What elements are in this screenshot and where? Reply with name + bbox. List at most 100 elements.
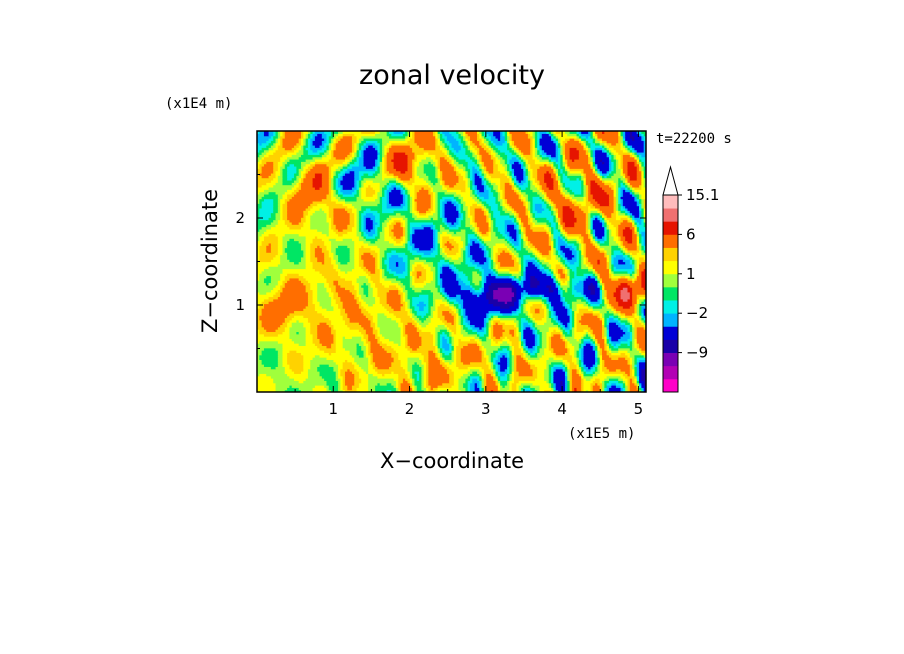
heatmap-cell: [379, 336, 385, 340]
heatmap-cell: [331, 352, 351, 356]
heatmap-cell: [500, 352, 508, 356]
heatmap-cell: [312, 289, 318, 293]
heatmap-cell: [305, 217, 311, 221]
heatmap-cell: [599, 261, 608, 265]
heatmap-cell: [613, 224, 619, 228]
heatmap-cell: [409, 235, 413, 239]
heatmap-cell: [567, 273, 571, 277]
heatmap-cell: [428, 378, 450, 381]
heatmap-cell: [592, 219, 601, 223]
heatmap-cell: [592, 389, 601, 392]
heatmap-cell: [592, 217, 596, 221]
heatmap-cell: [321, 375, 337, 379]
heatmap-cell: [340, 284, 355, 288]
heatmap-cell: [560, 282, 568, 286]
heatmap-cell: [451, 361, 457, 365]
heatmap-cell: [599, 378, 605, 381]
heatmap-cell: [395, 240, 402, 244]
heatmap-cell: [430, 331, 436, 335]
heatmap-cell: [606, 301, 610, 305]
heatmap-cell: [553, 382, 557, 386]
heatmap-cell: [426, 382, 429, 386]
heatmap-cell: [632, 359, 636, 363]
heatmap-cell: [365, 226, 374, 230]
heatmap-cell: [361, 336, 365, 340]
heatmap-cell: [402, 380, 409, 384]
heatmap-cell: [634, 317, 638, 321]
heatmap-cell: [363, 343, 369, 346]
heatmap-cell: [585, 275, 589, 279]
heatmap-cell: [632, 219, 636, 223]
heatmap-cell: [326, 287, 332, 291]
heatmap-cell: [338, 380, 341, 384]
heatmap-cell: [571, 268, 578, 272]
heatmap-cell: [618, 345, 633, 349]
heatmap-cell: [509, 268, 520, 272]
heatmap-cell: [518, 387, 522, 391]
heatmap-cell: [303, 315, 325, 319]
heatmap-cell: [634, 336, 638, 340]
heatmap-cell: [368, 280, 374, 284]
heatmap-cell: [377, 263, 381, 267]
heatmap-cell: [416, 263, 422, 267]
heatmap-cell: [426, 389, 429, 392]
heatmap-cell: [602, 298, 605, 302]
heatmap-cell: [553, 364, 564, 367]
heatmap-cell: [333, 338, 337, 342]
heatmap-cell: [474, 224, 478, 228]
heatmap-cell: [495, 231, 501, 235]
heatmap-cell: [639, 378, 642, 381]
heatmap-cell: [488, 249, 492, 253]
heatmap-cell: [435, 233, 439, 237]
heatmap-cell: [520, 268, 524, 272]
heatmap-cell: [620, 368, 631, 372]
heatmap-cell: [263, 268, 284, 272]
heatmap-cell: [581, 336, 585, 340]
heatmap-cell: [641, 373, 646, 377]
heatmap-cell: [546, 256, 552, 260]
heatmap-cell: [576, 354, 580, 358]
heatmap-cell: [597, 298, 601, 302]
heatmap-cell: [312, 296, 318, 300]
heatmap-cell: [507, 238, 510, 242]
heatmap-cell: [537, 354, 543, 358]
heatmap-cell: [338, 282, 353, 286]
heatmap-cell: [595, 347, 598, 351]
heatmap-cell: [618, 245, 622, 249]
heatmap-cell: [277, 221, 286, 225]
heatmap-cell: [553, 312, 557, 316]
heatmap-cell: [583, 235, 589, 239]
heatmap-cell: [639, 226, 646, 230]
heatmap-cell: [539, 338, 543, 342]
heatmap-cell: [488, 266, 492, 270]
heatmap-cell: [634, 303, 638, 307]
heatmap-cell: [618, 338, 629, 342]
heatmap-cell: [518, 343, 522, 346]
heatmap-cell: [532, 221, 536, 225]
heatmap-cell: [414, 387, 418, 391]
heatmap-cell: [347, 312, 365, 316]
heatmap-cell: [432, 226, 436, 230]
heatmap-cell: [347, 385, 353, 388]
heatmap-cell: [444, 357, 453, 360]
heatmap-cell: [495, 373, 499, 377]
heatmap-cell: [602, 324, 605, 328]
heatmap-cell: [636, 245, 640, 249]
heatmap-cell: [608, 315, 615, 319]
heatmap-cell: [266, 275, 272, 279]
heatmap-cell: [470, 259, 476, 263]
heatmap-cell: [562, 296, 566, 300]
heatmap-cell: [608, 273, 612, 277]
heatmap-cell: [541, 354, 557, 358]
heatmap-cell: [548, 231, 552, 235]
heatmap-cell: [354, 366, 362, 370]
heatmap-cell: [338, 385, 341, 388]
heatmap-cell: [375, 270, 381, 274]
heatmap-cell: [636, 294, 646, 298]
heatmap-cell: [405, 345, 411, 349]
heatmap-cell: [602, 235, 605, 239]
heatmap-cell: [599, 357, 603, 360]
heatmap-cell: [548, 296, 561, 300]
heatmap-cell: [592, 345, 596, 349]
heatmap-cell: [555, 317, 559, 321]
